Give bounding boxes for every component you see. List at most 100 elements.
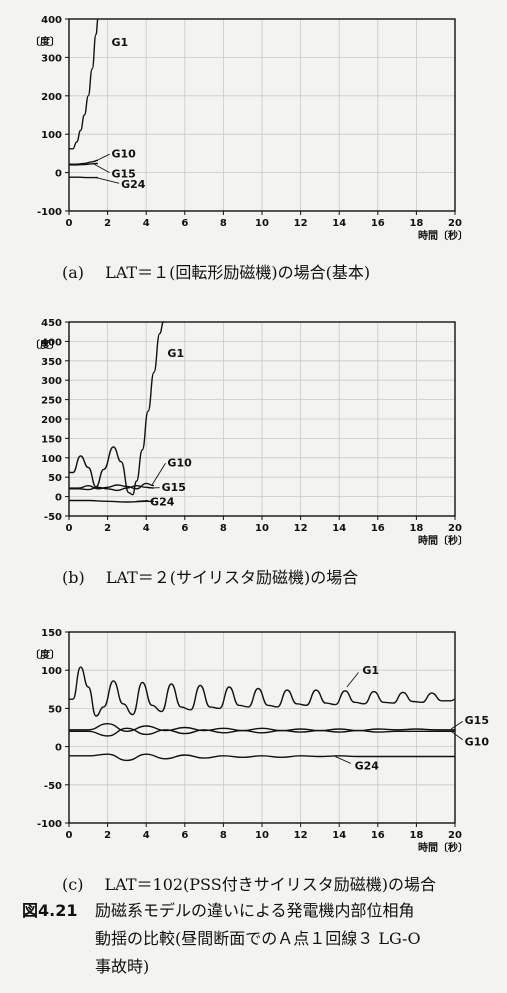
series-leader-g24 — [335, 756, 351, 764]
y-tick-label: 400 — [41, 337, 62, 348]
series-leader-g15 — [450, 721, 463, 730]
series-line-g24 — [69, 499, 154, 503]
series-line-g24 — [69, 753, 455, 762]
x-tick-label: 4 — [143, 830, 150, 841]
x-tick-label: 20 — [448, 523, 462, 534]
x-tick-label: 12 — [294, 218, 308, 229]
x-axis-unit: 時間〔秒〕 — [418, 534, 468, 547]
y-tick-label: -50 — [44, 512, 62, 523]
series-label-g15: G15 — [162, 481, 186, 494]
figure-caption: 図4.21 励磁系モデルの違いによる発電機内部位相角 動揺の比較(昼間断面でのＡ… — [22, 901, 421, 976]
figure-number: 図4.21 — [22, 901, 77, 920]
series-leader-g24 — [136, 500, 149, 502]
x-tick-label: 10 — [255, 830, 269, 841]
x-tick-label: 10 — [255, 523, 269, 534]
x-tick-label: 2 — [104, 218, 111, 229]
series-line-g15 — [68, 162, 99, 166]
series-label-g24: G24 — [355, 760, 380, 773]
x-tick-label: 16 — [371, 830, 385, 841]
y-tick-label: 0 — [55, 169, 62, 180]
series-label-g10: G10 — [167, 456, 192, 469]
y-axis-unit: 〔度〕 — [30, 648, 60, 661]
x-tick-label: 18 — [409, 218, 423, 229]
series-leader-g24 — [95, 177, 120, 184]
x-tick-label: 4 — [143, 218, 150, 229]
x-tick-label: 14 — [332, 523, 346, 534]
y-tick-label: 350 — [41, 357, 62, 368]
x-tick-label: 6 — [181, 523, 188, 534]
x-axis-unit: 時間〔秒〕 — [418, 841, 468, 854]
y-tick-label: 450 — [41, 318, 62, 329]
y-tick-label: 150 — [41, 434, 62, 445]
y-tick-label: 300 — [41, 376, 62, 387]
panel-caption-1: (a) LAT＝１(回転形励磁機)の場合(基本) — [62, 263, 370, 282]
x-tick-label: 0 — [66, 218, 73, 229]
series-line-g1 — [69, 18, 99, 150]
x-tick-label: 6 — [181, 218, 188, 229]
series-label-g1: G1 — [167, 347, 184, 360]
chart-panel-2: 0 2 4 6 8 10 12 14 16 18 20 -50 0 50 100 150 200 250 300 35… — [30, 318, 468, 587]
series-label-g10: G10 — [111, 147, 136, 160]
y-tick-label: 150 — [41, 628, 62, 639]
y-tick-label: 0 — [55, 743, 62, 754]
series-leader-g10 — [93, 153, 110, 163]
x-tick-label: 0 — [66, 830, 73, 841]
y-tick-label: 100 — [41, 666, 62, 677]
x-tick-label: 12 — [294, 523, 308, 534]
x-tick-label: 14 — [332, 218, 346, 229]
y-tick-label: 100 — [41, 454, 62, 465]
y-tick-label: 100 — [41, 130, 62, 141]
y-tick-label: -100 — [37, 819, 62, 830]
y-tick-label: 200 — [41, 92, 62, 103]
y-axis-unit: 〔度〕 — [30, 338, 60, 351]
x-tick-label: 20 — [448, 830, 462, 841]
x-tick-label: 12 — [294, 830, 308, 841]
x-tick-label: 2 — [104, 523, 111, 534]
y-tick-label: 50 — [48, 704, 62, 715]
series-label-g1: G1 — [362, 664, 379, 677]
series-label-g15: G15 — [465, 714, 489, 727]
y-tick-label: -50 — [44, 781, 62, 792]
x-tick-label: 0 — [66, 523, 73, 534]
chart-panel-3: 0 2 4 6 8 10 12 14 16 18 20 -100 -50 0 50 100 150 〔度〕時間〔秒… — [30, 628, 489, 894]
y-tick-label: 0 — [55, 493, 62, 504]
x-tick-label: 18 — [409, 523, 423, 534]
y-tick-label: 250 — [41, 396, 62, 407]
x-tick-label: 4 — [143, 523, 150, 534]
x-tick-label: 18 — [409, 830, 423, 841]
series-leader-g1 — [346, 672, 359, 688]
x-tick-label: 8 — [220, 830, 227, 841]
series-leader-g10 — [151, 462, 166, 486]
panel-caption-2: (b) LAT＝２(サイリスタ励磁機)の場合 — [62, 568, 358, 587]
series-leader-g15 — [93, 163, 110, 173]
series-line-g1 — [68, 321, 165, 496]
y-tick-label: 400 — [41, 15, 62, 26]
series-label-g1: G1 — [111, 36, 128, 49]
x-tick-label: 10 — [255, 218, 269, 229]
chart-panels: 0 2 4 6 8 10 12 14 16 18 20-1000100200300400〔度〕時間〔… — [30, 15, 489, 894]
figure-caption-line-3: 事故時) — [95, 957, 149, 976]
series-line-g15 — [69, 484, 154, 492]
y-tick-label: 200 — [41, 415, 62, 426]
series-label-g24: G24 — [121, 178, 146, 191]
x-tick-label: 14 — [332, 830, 346, 841]
x-axis-unit: 時間〔秒〕 — [418, 229, 468, 242]
x-tick-label: 16 — [371, 218, 385, 229]
series-label-g15: G15 — [111, 167, 135, 180]
x-tick-label: 2 — [104, 830, 111, 841]
panel-caption-3: (c) LAT＝102(PSS付きサイリスタ励磁機)の場合 — [62, 875, 436, 894]
figure-caption-line-1: 励磁系モデルの違いによる発電機内部位相角 — [95, 901, 415, 920]
series-label-g10: G10 — [465, 735, 490, 748]
figure-caption-line-2: 動揺の比較(昼間断面でのＡ点１回線３ LG-O — [95, 929, 421, 948]
x-tick-label: 8 — [220, 523, 227, 534]
chart-panel-1: 0 2 4 6 8 10 12 14 16 18 20 -100 0 100 200 300 400 〔度〕時間〔… — [30, 15, 468, 282]
series-line-g10 — [69, 727, 455, 737]
x-tick-label: 16 — [371, 523, 385, 534]
series-line-g1 — [69, 666, 456, 717]
x-tick-label: 20 — [448, 218, 462, 229]
y-tick-label: 300 — [41, 53, 62, 64]
y-tick-label: -100 — [37, 207, 62, 218]
y-tick-label: 50 — [48, 473, 62, 484]
x-tick-label: 6 — [181, 830, 188, 841]
